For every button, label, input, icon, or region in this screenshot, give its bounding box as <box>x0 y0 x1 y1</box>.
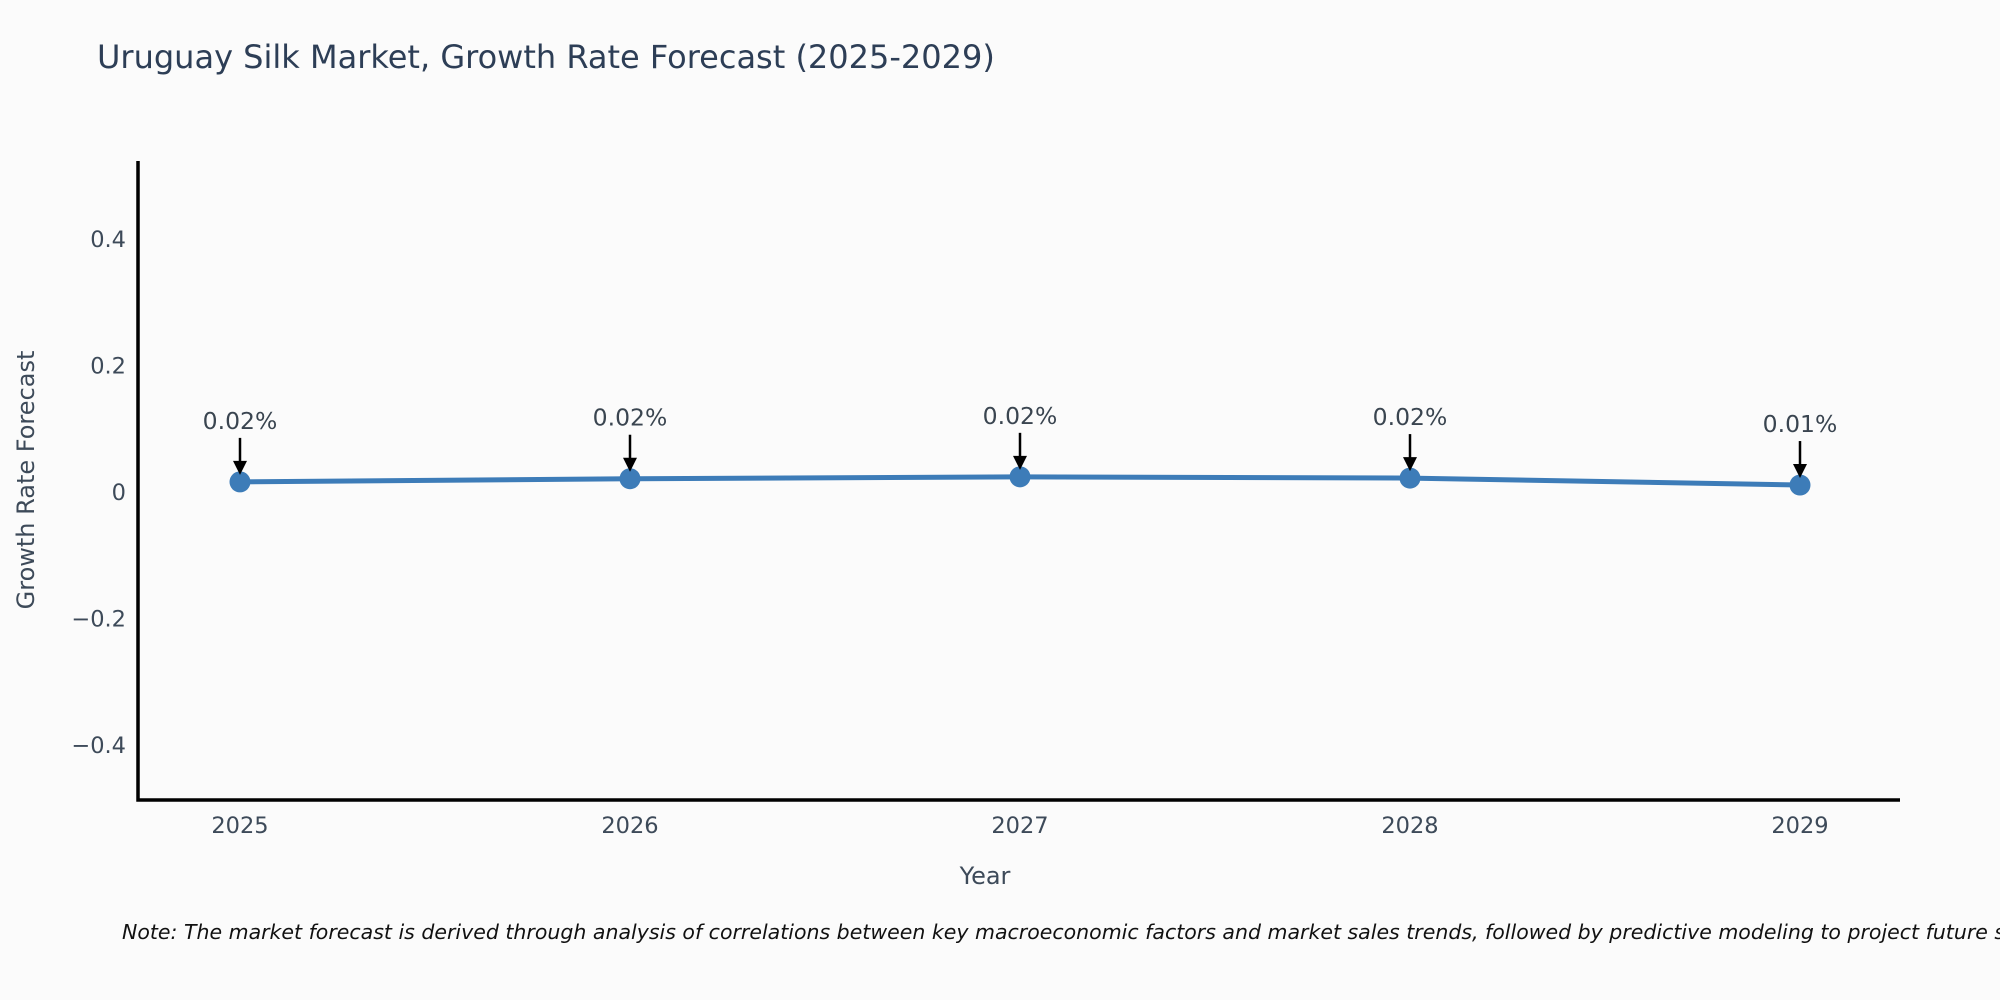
annotation-arrow-head <box>1403 457 1417 472</box>
annotation-label: 0.02% <box>983 402 1058 430</box>
data-point <box>1789 474 1811 496</box>
data-point <box>619 468 641 490</box>
x-tick-label: 2025 <box>211 813 268 839</box>
annotation-label: 0.02% <box>203 407 278 435</box>
y-tick-label: 0.2 <box>90 354 126 380</box>
annotation-label: 0.01% <box>1763 410 1838 438</box>
annotation-arrow-head <box>623 457 637 472</box>
y-tick-label: −0.2 <box>71 606 126 632</box>
footnote: Note: The market forecast is derived thr… <box>122 920 2000 944</box>
y-tick-label: 0.4 <box>90 227 126 253</box>
axis-spines <box>136 161 1900 802</box>
annotation-arrow-head <box>1013 455 1027 470</box>
annotation-label: 0.02% <box>1373 403 1448 431</box>
data-point <box>229 471 251 493</box>
chart-title: Uruguay Silk Market, Growth Rate Forecas… <box>97 38 995 76</box>
y-axis-label: Growth Rate Forecast <box>12 351 40 610</box>
x-tick-label: 2029 <box>1771 813 1828 839</box>
data-point <box>1399 467 1421 489</box>
annotation-arrow-head <box>233 460 247 475</box>
x-tick-label: 2027 <box>991 813 1048 839</box>
x-axis-label: Year <box>959 862 1011 890</box>
chart-layer: 0.4 0.2 0 −0.2 −0.4 2025 2026 2027 2028 2029 0.02%… <box>71 161 1900 839</box>
annotation-arrow-head <box>1793 464 1807 479</box>
data-point <box>1009 466 1031 488</box>
x-tick-label: 2026 <box>601 813 658 839</box>
annotation-label: 0.02% <box>593 404 668 432</box>
y-tick-label: 0 <box>112 480 126 506</box>
y-tick-label: −0.4 <box>71 733 126 759</box>
x-tick-label: 2028 <box>1381 813 1438 839</box>
